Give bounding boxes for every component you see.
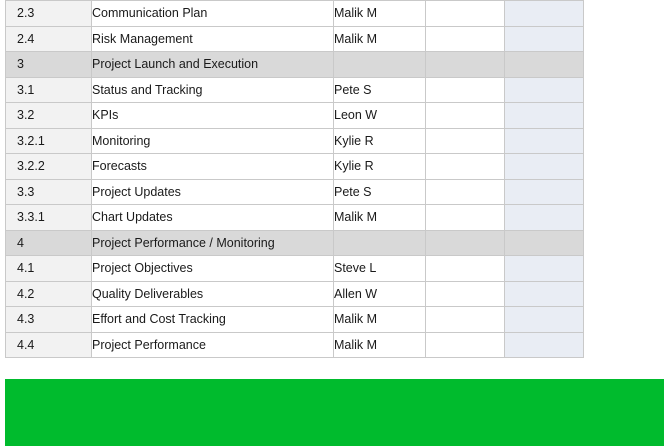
task-sheet: 2.3 Communication Plan Malik M 2.4 Risk Mana… (5, 0, 584, 358)
owner-cell[interactable]: Malik M (333, 331, 426, 358)
task-cell[interactable]: Chart Updates (91, 204, 334, 231)
id-cell[interactable]: 4.3 (5, 306, 92, 333)
owner-cell[interactable]: Malik M (333, 0, 426, 27)
id-cell[interactable]: 4 (5, 229, 92, 256)
empty-cell[interactable] (504, 229, 584, 256)
table-row: 3.1 Status and Tracking Pete S (5, 76, 584, 103)
task-cell[interactable]: Effort and Cost Tracking (91, 306, 334, 333)
empty-cell[interactable] (425, 178, 505, 205)
owner-cell[interactable] (333, 229, 426, 256)
owner-cell[interactable] (333, 51, 426, 78)
empty-cell[interactable] (504, 331, 584, 358)
table-row: 2.3 Communication Plan Malik M (5, 0, 584, 27)
empty-cell[interactable] (425, 280, 505, 307)
empty-cell[interactable] (425, 102, 505, 129)
task-cell[interactable]: Project Launch and Execution (91, 51, 334, 78)
sheet-body: 2.3 Communication Plan Malik M 2.4 Risk Mana… (5, 0, 584, 358)
empty-cell[interactable] (504, 25, 584, 52)
id-cell[interactable]: 3.3.1 (5, 204, 92, 231)
empty-cell[interactable] (425, 255, 505, 282)
empty-cell[interactable] (504, 204, 584, 231)
owner-cell[interactable]: Pete S (333, 178, 426, 205)
empty-cell[interactable] (425, 306, 505, 333)
table-row: 4.2 Quality Deliverables Allen W (5, 280, 584, 307)
empty-cell[interactable] (425, 76, 505, 103)
owner-cell[interactable]: Leon W (333, 102, 426, 129)
table-row: 4.1 Project Objectives Steve L (5, 255, 584, 282)
empty-cell[interactable] (504, 178, 584, 205)
owner-cell[interactable]: Malik M (333, 306, 426, 333)
owner-cell[interactable]: Kylie R (333, 127, 426, 154)
table-row: 3.2.2 Forecasts Kylie R (5, 153, 584, 180)
empty-cell[interactable] (504, 153, 584, 180)
empty-cell[interactable] (425, 204, 505, 231)
section-row: 3 Project Launch and Execution (5, 51, 584, 78)
owner-cell[interactable]: Steve L (333, 255, 426, 282)
table-row: 3.2 KPIs Leon W (5, 102, 584, 129)
empty-cell[interactable] (504, 51, 584, 78)
task-cell[interactable]: Project Objectives (91, 255, 334, 282)
owner-cell[interactable]: Malik M (333, 204, 426, 231)
empty-cell[interactable] (425, 153, 505, 180)
empty-cell[interactable] (425, 229, 505, 256)
owner-cell[interactable]: Malik M (333, 25, 426, 52)
task-cell[interactable]: Forecasts (91, 153, 334, 180)
task-cell[interactable]: Project Performance (91, 331, 334, 358)
table-row: 3.2.1 Monitoring Kylie R (5, 127, 584, 154)
id-cell[interactable]: 2.3 (5, 0, 92, 27)
empty-cell[interactable] (425, 25, 505, 52)
task-cell[interactable]: Risk Management (91, 25, 334, 52)
empty-cell[interactable] (504, 76, 584, 103)
id-cell[interactable]: 3.2 (5, 102, 92, 129)
id-cell[interactable]: 4.4 (5, 331, 92, 358)
owner-cell[interactable]: Pete S (333, 76, 426, 103)
id-cell[interactable]: 4.1 (5, 255, 92, 282)
id-cell[interactable]: 3.3 (5, 178, 92, 205)
empty-cell[interactable] (504, 0, 584, 27)
task-cell[interactable]: Status and Tracking (91, 76, 334, 103)
table-row: 4.3 Effort and Cost Tracking Malik M (5, 306, 584, 333)
empty-cell[interactable] (504, 255, 584, 282)
task-cell[interactable]: KPIs (91, 102, 334, 129)
table-row: 4.4 Project Performance Malik M (5, 331, 584, 358)
green-banner (5, 379, 664, 446)
task-cell[interactable]: Monitoring (91, 127, 334, 154)
id-cell[interactable]: 3.1 (5, 76, 92, 103)
id-cell[interactable]: 2.4 (5, 25, 92, 52)
id-cell[interactable]: 3.2.1 (5, 127, 92, 154)
table-row: 3.3.1 Chart Updates Malik M (5, 204, 584, 231)
table-row: 3.3 Project Updates Pete S (5, 178, 584, 205)
empty-cell[interactable] (425, 331, 505, 358)
id-cell[interactable]: 4.2 (5, 280, 92, 307)
empty-cell[interactable] (425, 51, 505, 78)
empty-cell[interactable] (504, 280, 584, 307)
task-cell[interactable]: Project Performance / Monitoring (91, 229, 334, 256)
task-cell[interactable]: Project Updates (91, 178, 334, 205)
empty-cell[interactable] (425, 127, 505, 154)
id-cell[interactable]: 3.2.2 (5, 153, 92, 180)
task-cell[interactable]: Communication Plan (91, 0, 334, 27)
id-cell[interactable]: 3 (5, 51, 92, 78)
empty-cell[interactable] (425, 0, 505, 27)
empty-cell[interactable] (504, 127, 584, 154)
section-row: 4 Project Performance / Monitoring (5, 229, 584, 256)
empty-cell[interactable] (504, 102, 584, 129)
task-cell[interactable]: Quality Deliverables (91, 280, 334, 307)
table-row: 2.4 Risk Management Malik M (5, 25, 584, 52)
empty-cell[interactable] (504, 306, 584, 333)
owner-cell[interactable]: Allen W (333, 280, 426, 307)
owner-cell[interactable]: Kylie R (333, 153, 426, 180)
